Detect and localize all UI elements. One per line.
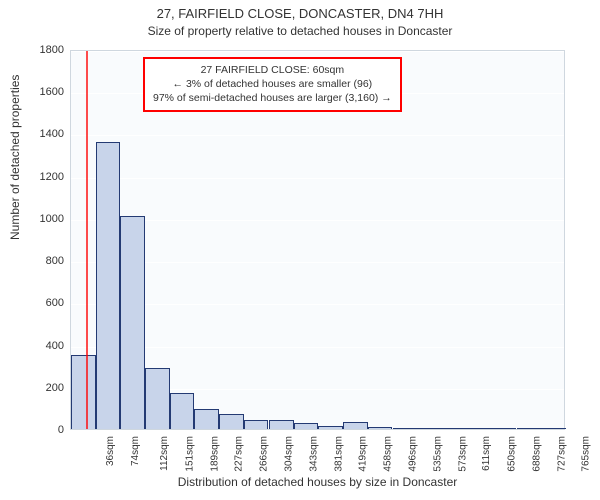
subject-marker-line	[86, 51, 88, 429]
xtick-label: 151sqm	[185, 436, 196, 472]
histogram-bar	[393, 428, 418, 429]
xtick-label: 36sqm	[105, 436, 116, 466]
xtick-label: 343sqm	[309, 436, 320, 472]
xtick-label: 381sqm	[333, 436, 344, 472]
chart-title: 27, FAIRFIELD CLOSE, DONCASTER, DN4 7HH	[0, 6, 600, 21]
histogram-bar	[442, 428, 467, 429]
xtick-label: 74sqm	[130, 436, 141, 466]
plot-area: 27 FAIRFIELD CLOSE: 60sqm ← 3% of detach…	[70, 50, 565, 430]
xtick-label: 189sqm	[209, 436, 220, 472]
xtick-label: 765sqm	[581, 436, 592, 472]
xtick-label: 535sqm	[433, 436, 444, 472]
xtick-label: 304sqm	[284, 436, 295, 472]
gridline	[71, 178, 564, 179]
gridline	[71, 51, 564, 52]
xtick-label: 112sqm	[159, 436, 170, 471]
ytick-label: 1600	[14, 86, 64, 98]
info-line-1: 27 FAIRFIELD CLOSE: 60sqm	[153, 63, 392, 77]
histogram-bar	[343, 422, 368, 429]
histogram-bar	[194, 409, 219, 429]
histogram-bar	[145, 368, 170, 429]
xtick-label: 611sqm	[481, 436, 492, 471]
xtick-label: 573sqm	[457, 436, 468, 472]
ytick-label: 200	[14, 382, 64, 394]
histogram-bar	[368, 427, 393, 429]
histogram-bar	[96, 142, 121, 429]
x-axis-label: Distribution of detached houses by size …	[70, 475, 565, 489]
info-line-3: 97% of semi-detached houses are larger (…	[153, 91, 392, 105]
gridline	[71, 220, 564, 221]
ytick-label: 1000	[14, 213, 64, 225]
gridline	[71, 304, 564, 305]
xtick-label: 688sqm	[531, 436, 542, 472]
gridline	[71, 347, 564, 348]
gridline	[71, 431, 564, 432]
gridline	[71, 135, 564, 136]
ytick-label: 800	[14, 255, 64, 267]
histogram-bar	[244, 420, 269, 430]
gridline	[71, 262, 564, 263]
histogram-bar	[294, 423, 319, 429]
ytick-label: 400	[14, 340, 64, 352]
xtick-label: 496sqm	[407, 436, 418, 472]
chart-container: 27, FAIRFIELD CLOSE, DONCASTER, DN4 7HH …	[0, 0, 600, 500]
histogram-bar	[541, 428, 566, 429]
chart-subtitle: Size of property relative to detached ho…	[0, 24, 600, 38]
info-line-2: ← 3% of detached houses are smaller (96)	[153, 77, 392, 91]
xtick-label: 419sqm	[358, 436, 369, 472]
xtick-label: 266sqm	[259, 436, 270, 472]
xtick-label: 727sqm	[557, 436, 568, 472]
histogram-bar	[120, 216, 145, 429]
ytick-label: 1800	[14, 44, 64, 56]
info-box: 27 FAIRFIELD CLOSE: 60sqm ← 3% of detach…	[143, 57, 402, 112]
histogram-bar	[71, 355, 96, 429]
ytick-label: 0	[14, 424, 64, 436]
histogram-bar	[517, 428, 542, 429]
histogram-bar	[418, 428, 443, 429]
histogram-bar	[492, 428, 517, 429]
histogram-bar	[219, 414, 244, 429]
histogram-bar	[269, 420, 294, 429]
histogram-bar	[318, 426, 343, 429]
ytick-label: 1200	[14, 171, 64, 183]
ytick-label: 1400	[14, 128, 64, 140]
xtick-label: 458sqm	[383, 436, 394, 472]
histogram-bar	[467, 428, 492, 429]
histogram-bar	[170, 393, 195, 429]
xtick-label: 650sqm	[507, 436, 518, 472]
xtick-label: 227sqm	[234, 436, 245, 472]
ytick-label: 600	[14, 297, 64, 309]
